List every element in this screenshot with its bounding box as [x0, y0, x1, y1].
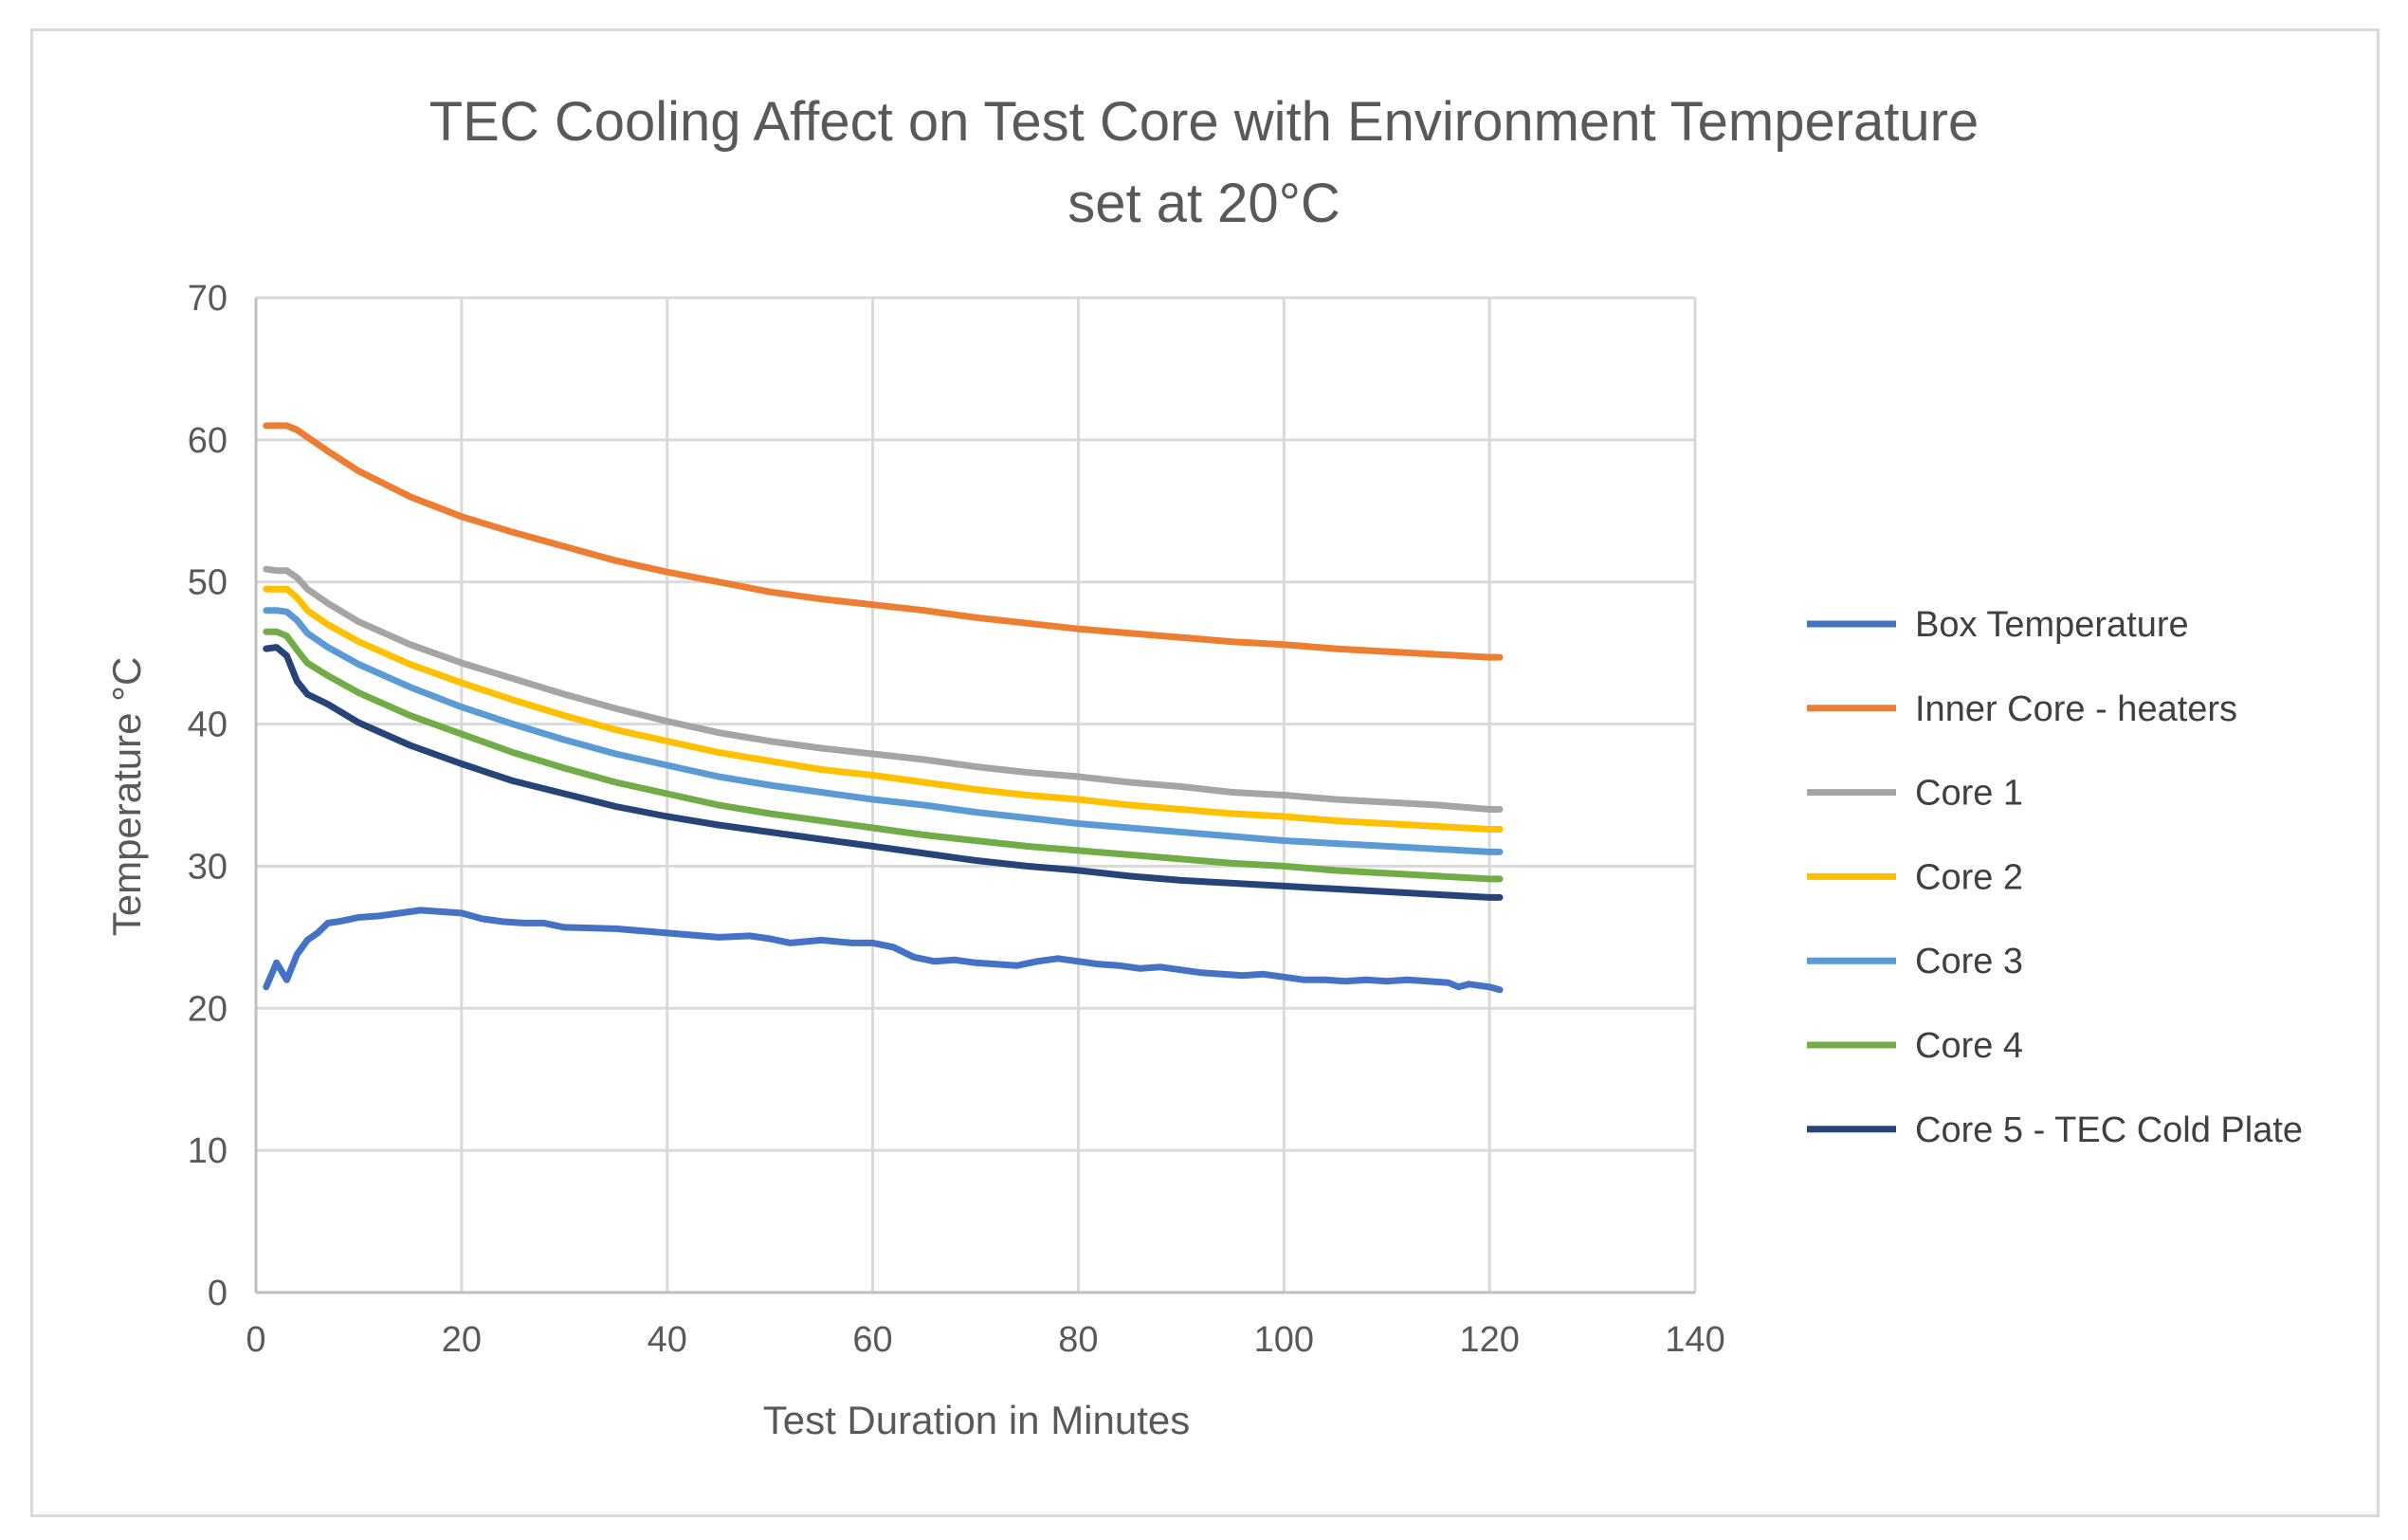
series-line-core-1	[263, 565, 1504, 813]
y-axis-label: Temperature °C	[104, 657, 149, 937]
series-line-core-3	[263, 607, 1504, 855]
chart-title-line-2: set at 20°C	[1067, 173, 1341, 234]
y-tick-label: 30	[188, 847, 228, 887]
x-tick-label: 100	[1254, 1320, 1314, 1360]
y-tick-label: 20	[188, 989, 228, 1029]
x-tick-label: 140	[1665, 1320, 1724, 1360]
y-tick-label: 0	[208, 1274, 228, 1313]
y-tick-label: 60	[188, 421, 228, 461]
grid-layer	[256, 296, 1697, 1292]
x-tick-label: 60	[852, 1320, 892, 1360]
series-line-box-temperature	[263, 907, 1504, 994]
legend-item-core-2: Core 2	[1807, 857, 2023, 897]
legend-item-core-1: Core 1	[1807, 774, 2023, 814]
legend-item-inner-core-heaters: Inner Core - heaters	[1807, 689, 2237, 729]
legend-item-core-4: Core 4	[1807, 1026, 2023, 1066]
series-line-core-4	[263, 628, 1504, 883]
tick-layer: 0 10 20 30 40 50 60 70 0 20 40 60 80 100 120 140	[188, 279, 1725, 1360]
series-layer	[263, 422, 1504, 994]
series-line-core-5-tec-cold-plate	[263, 644, 1504, 901]
legend-label: Core 3	[1915, 942, 2023, 981]
x-tick-label: 80	[1058, 1320, 1098, 1360]
legend-item-box-temperature: Box Temperature	[1807, 605, 2189, 645]
y-tick-label: 70	[188, 279, 228, 319]
x-tick-label: 120	[1459, 1320, 1519, 1360]
series-line-core-2	[263, 585, 1504, 833]
legend-label: Core 1	[1915, 774, 2023, 814]
x-axis-label: Test Duration in Minutes	[763, 1398, 1191, 1442]
chart-title-line-1: TEC Cooling Affect on Test Core with Env…	[429, 91, 1979, 153]
x-tick-label: 20	[442, 1320, 482, 1360]
legend-item-core-3: Core 3	[1807, 942, 2023, 981]
legend: Box Temperature Inner Core - heaters Core …	[1807, 605, 2303, 1150]
legend-label: Box Temperature	[1915, 605, 2189, 645]
legend-label: Core 2	[1915, 857, 2023, 897]
y-tick-label: 50	[188, 563, 228, 603]
legend-label: Core 5 - TEC Cold Plate	[1915, 1110, 2303, 1150]
legend-label: Core 4	[1915, 1026, 2023, 1066]
y-tick-label: 40	[188, 706, 228, 745]
x-tick-label: 0	[246, 1320, 265, 1360]
legend-item-core-5-tec-cold-plate: Core 5 - TEC Cold Plate	[1807, 1110, 2303, 1150]
x-tick-label: 40	[648, 1320, 687, 1360]
chart-area	[30, 28, 2380, 1517]
axis-layer	[254, 298, 1695, 1294]
series-line-inner-core-heaters	[263, 422, 1504, 661]
legend-label: Inner Core - heaters	[1915, 689, 2237, 729]
y-tick-label: 10	[188, 1131, 228, 1171]
